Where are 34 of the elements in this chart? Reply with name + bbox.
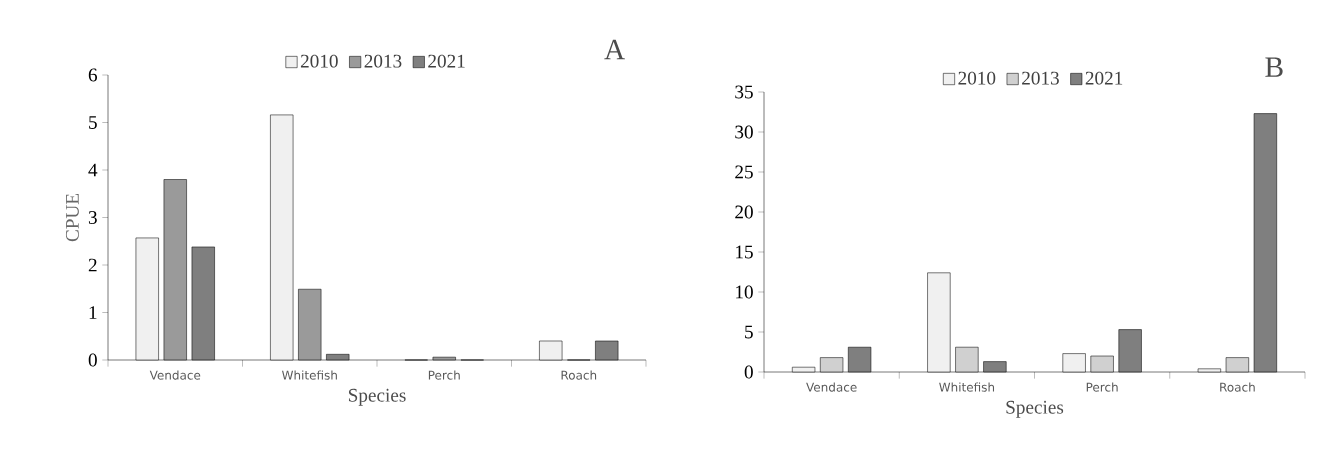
x-axis-title: Species <box>348 388 406 406</box>
legend-label: 2013 <box>364 54 402 68</box>
x-tick-label: Whitefish <box>939 382 995 392</box>
x-tick-label: Roach <box>561 370 597 380</box>
y-tick-label: 0 <box>744 365 753 379</box>
y-tick-label: 35 <box>735 85 753 99</box>
x-tick-label: Perch <box>428 370 460 380</box>
y-tick-label: 2 <box>88 258 97 272</box>
text: A <box>604 39 625 60</box>
legend-label: 2013 <box>1022 71 1059 85</box>
y-axis-title: CPUE <box>65 193 79 242</box>
legend-label: 2021 <box>1085 71 1123 85</box>
y-tick-label: 25 <box>735 165 753 179</box>
legend-label: 2010 <box>300 54 338 68</box>
x-tick-label: Roach <box>1220 382 1255 392</box>
x-tick-label: Vendace <box>806 382 857 392</box>
text: B <box>1265 57 1283 77</box>
y-tick-label: 4 <box>88 163 98 177</box>
y-tick-label: 3 <box>88 211 97 224</box>
x-axis-title: Species <box>1006 400 1064 418</box>
y-tick-label: 15 <box>736 245 753 259</box>
x-tick-label: Vendace <box>149 370 201 380</box>
y-tick-label: 10 <box>736 285 753 299</box>
x-tick-label: Perch <box>1086 382 1118 392</box>
legend-label: 2021 <box>428 54 465 68</box>
y-tick-label: 6 <box>88 68 98 82</box>
y-tick-label: 0 <box>88 353 97 367</box>
y-tick-label: 5 <box>89 116 97 129</box>
legend-label: 2010 <box>958 71 996 85</box>
x-tick-label: Whitefish <box>282 370 337 380</box>
y-tick-label: 1 <box>89 306 97 319</box>
y-tick-label: 30 <box>735 125 753 139</box>
y-tick-label: 5 <box>745 325 753 339</box>
y-tick-label: 20 <box>735 205 753 219</box>
